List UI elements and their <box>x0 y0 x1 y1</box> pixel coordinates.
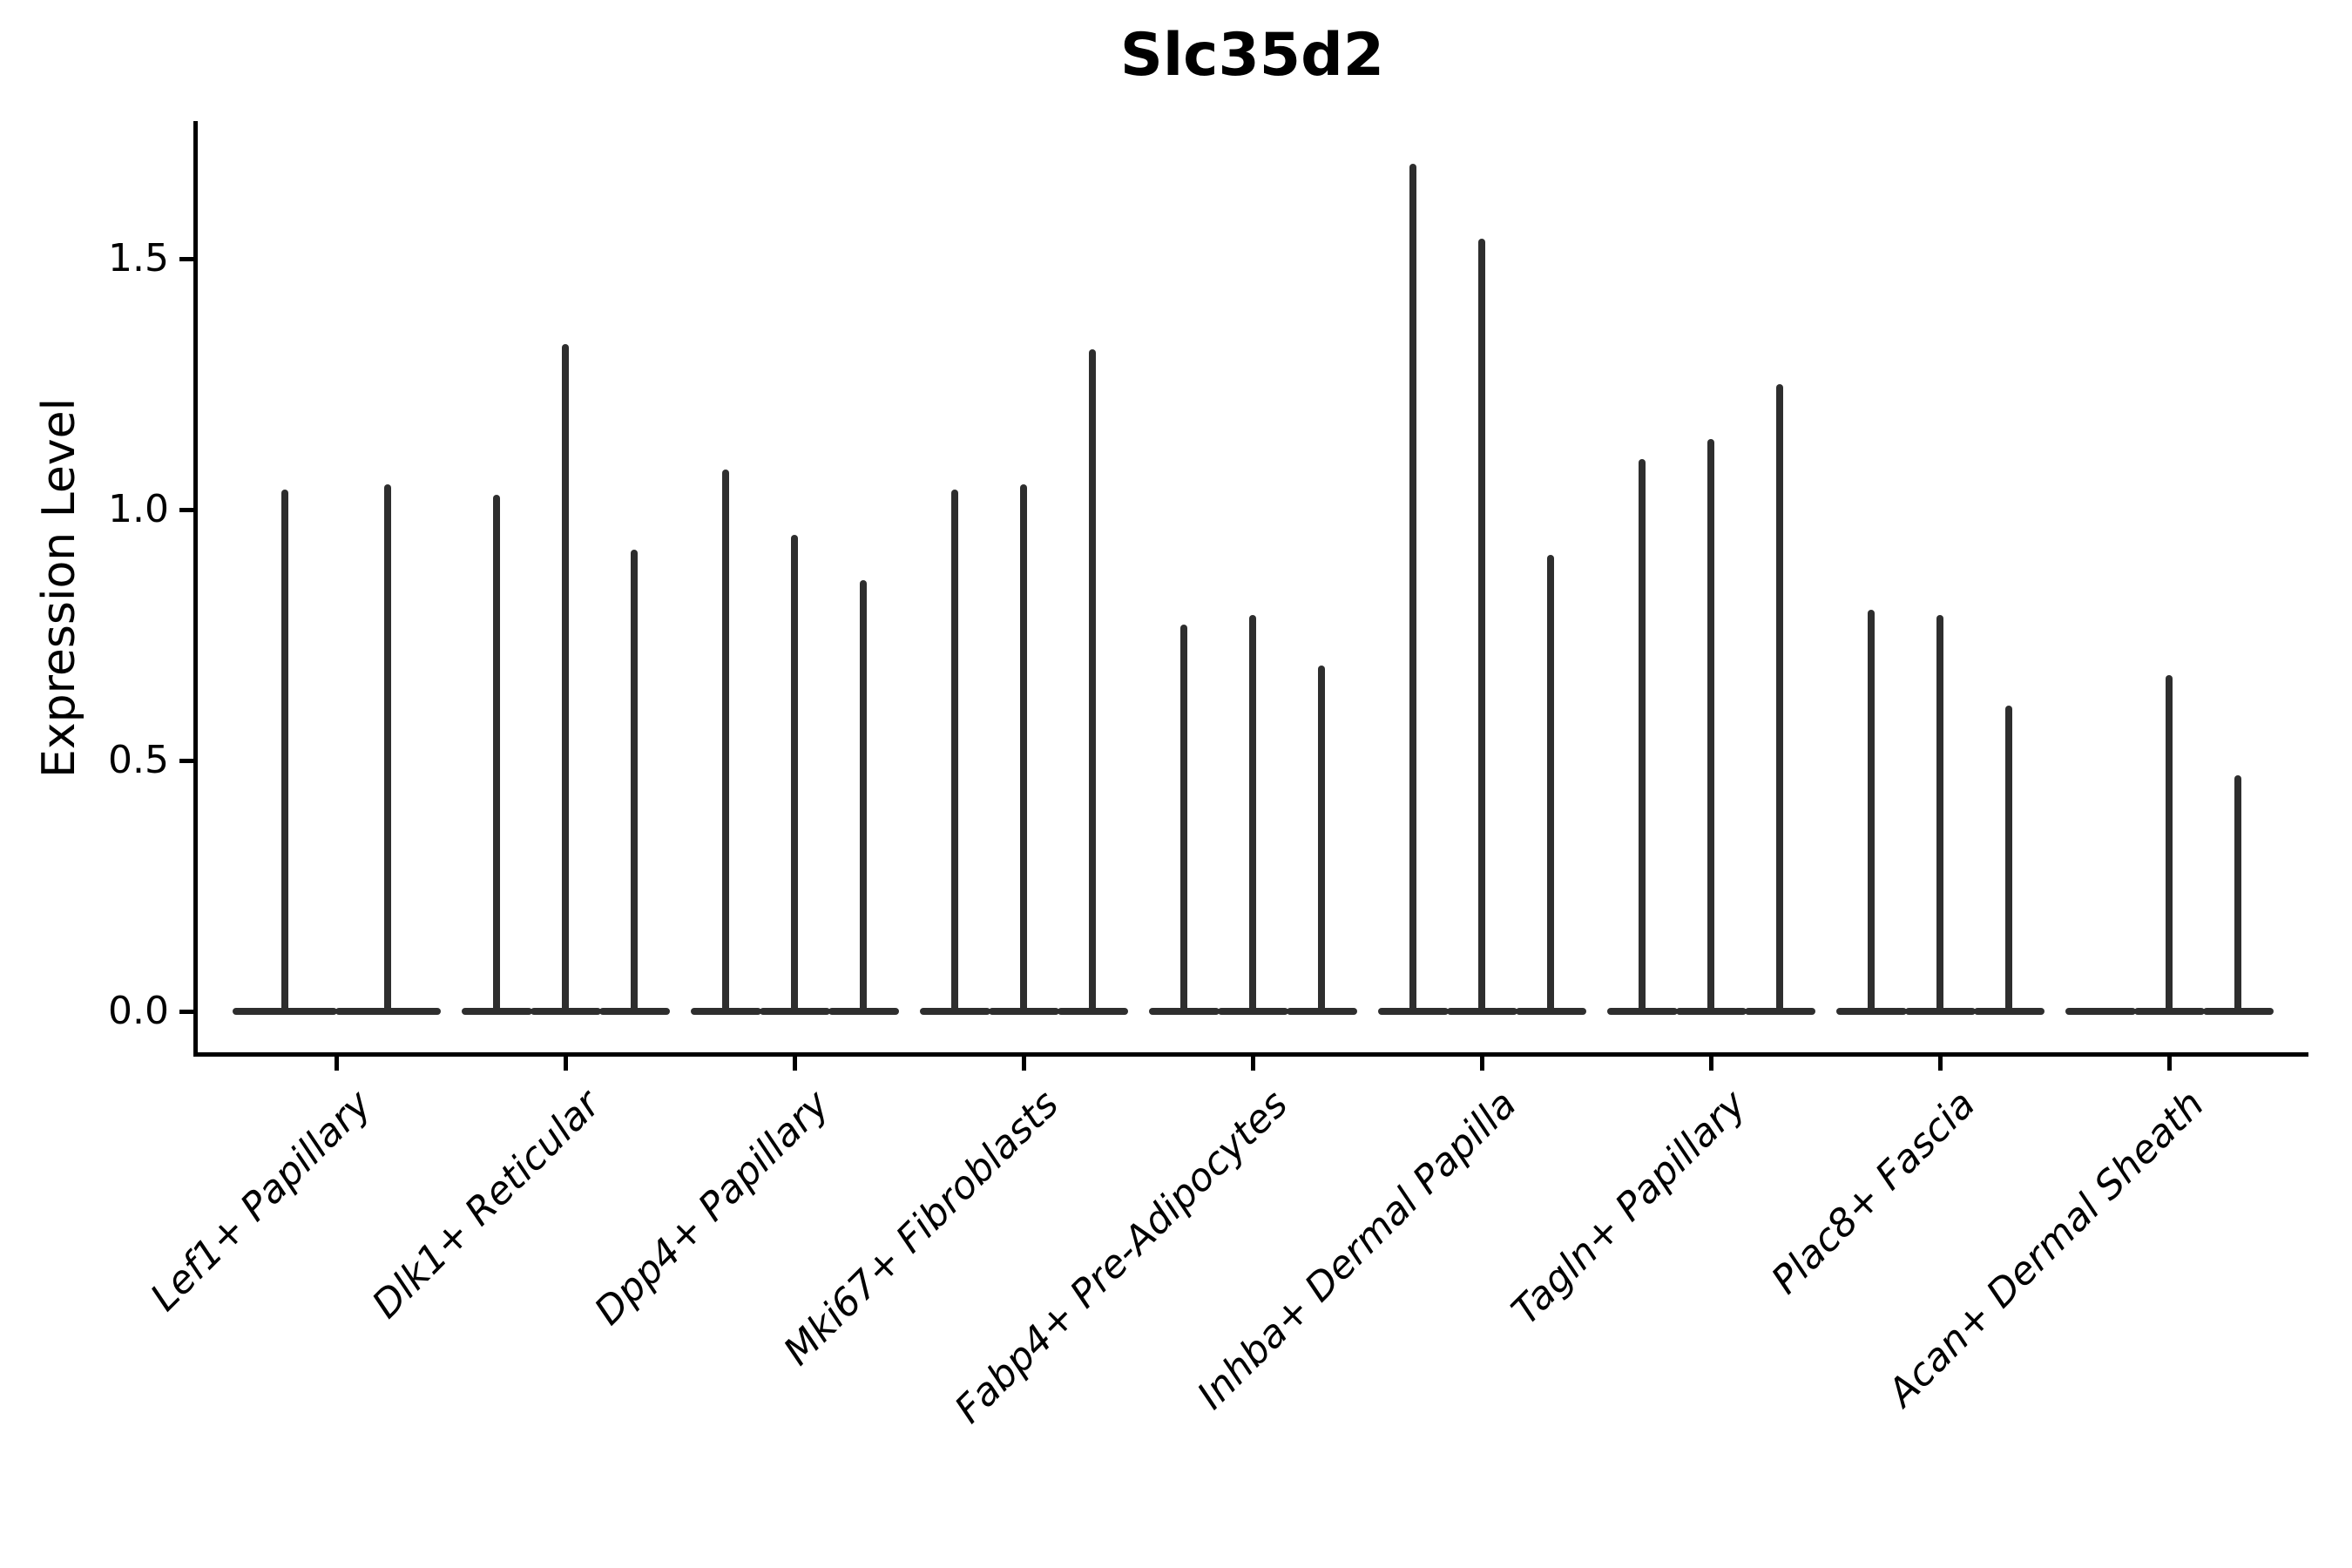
x-tick <box>1708 1057 1713 1071</box>
violin-spike <box>1020 484 1027 1011</box>
violin-spike <box>1776 384 1783 1011</box>
violin-base <box>1835 1008 1907 1015</box>
chart-title: Slc35d2 <box>1119 21 1385 90</box>
x-tick <box>1937 1057 1943 1071</box>
violin-spike <box>1478 238 1485 1011</box>
violin-spike <box>280 489 288 1011</box>
violin-spike <box>1936 614 1943 1011</box>
violin-spike <box>1249 614 1256 1011</box>
violin-base <box>1286 1008 1357 1015</box>
violin-base <box>690 1008 761 1015</box>
violin-base <box>919 1008 990 1015</box>
violin-base <box>1377 1008 1449 1015</box>
y-tick-label: 1.5 <box>108 236 169 280</box>
violin-base <box>1904 1008 1976 1015</box>
violin-spike <box>860 579 867 1011</box>
x-tick <box>792 1057 797 1071</box>
violin-spike <box>631 550 638 1011</box>
violin-base <box>232 1008 337 1015</box>
violin-spike <box>493 494 500 1011</box>
y-tick <box>179 1009 193 1014</box>
violin-spike <box>1868 610 1875 1011</box>
y-tick-label: 0.5 <box>108 738 169 782</box>
x-tick-label: Tagln+ Papillary <box>1503 1082 1755 1334</box>
violin-spike <box>951 489 958 1011</box>
y-tick-label: 1.0 <box>108 487 169 531</box>
x-tick <box>563 1057 568 1071</box>
y-tick <box>179 256 193 261</box>
violin-spike <box>1318 665 1325 1011</box>
violin-base <box>1606 1008 1678 1015</box>
violin-base <box>2065 1008 2136 1015</box>
x-tick <box>2166 1057 2172 1071</box>
violin-base <box>759 1008 830 1015</box>
violin-base <box>1744 1008 1815 1015</box>
y-tick <box>179 758 193 763</box>
y-axis-spine <box>193 121 198 1057</box>
violin-spike <box>1707 439 1714 1011</box>
x-tick <box>1021 1057 1026 1071</box>
violin-spike <box>1409 163 1416 1011</box>
violin-spike <box>1547 554 1554 1011</box>
violin-base <box>1973 1008 2044 1015</box>
violin-spike <box>791 534 798 1011</box>
violin-base <box>598 1008 670 1015</box>
x-tick <box>1479 1057 1484 1071</box>
violin-base <box>1217 1008 1288 1015</box>
x-tick-label: Dlk1+ Reticular <box>363 1082 610 1328</box>
violin-spike <box>384 484 392 1011</box>
x-tick-label: Dpp4+ Papillary <box>586 1082 839 1335</box>
violin-base <box>1057 1008 1128 1015</box>
violin-base <box>988 1008 1059 1015</box>
violin-base <box>1675 1008 1747 1015</box>
y-tick <box>179 507 193 512</box>
y-axis-label: Expression Level <box>33 397 85 779</box>
violin-spike <box>2005 705 2012 1011</box>
violin-base <box>1148 1008 1220 1015</box>
y-tick-label: 0.0 <box>108 989 169 1033</box>
violin-base <box>335 1008 441 1015</box>
x-tick <box>334 1057 339 1071</box>
violin-base <box>828 1008 899 1015</box>
violin-spike <box>1639 459 1646 1011</box>
violin-base <box>2133 1008 2205 1015</box>
x-axis-spine <box>193 1052 2308 1057</box>
x-tick-label: Lef1+ Papillary <box>142 1082 381 1321</box>
violin-spike <box>1180 625 1187 1011</box>
violin-base <box>530 1008 601 1015</box>
violin-spike <box>2234 775 2241 1011</box>
x-tick-label: Plac8+ Fascia <box>1762 1082 1984 1303</box>
x-tick <box>1250 1057 1255 1071</box>
violin-base <box>2202 1008 2274 1015</box>
violin-spike <box>1089 348 1096 1011</box>
violin-spike <box>2166 675 2173 1011</box>
violin-spike <box>722 469 729 1011</box>
violin-base <box>461 1008 532 1015</box>
violin-base <box>1446 1008 1517 1015</box>
violin-base <box>1515 1008 1586 1015</box>
violin-spike <box>562 343 569 1011</box>
